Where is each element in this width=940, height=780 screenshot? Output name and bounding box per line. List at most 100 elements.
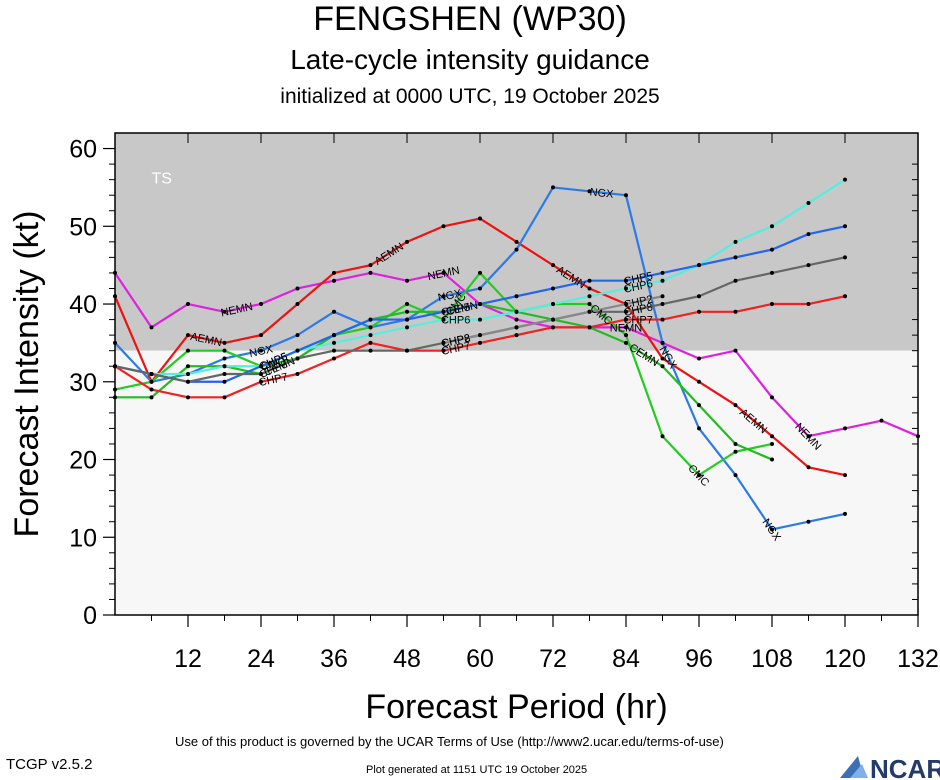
data-point-chp5	[624, 278, 628, 283]
chart-subtitle: Late-cycle intensity guidance	[290, 44, 650, 75]
series-label-nemn: NEMN	[610, 322, 642, 334]
x-tick-label: 60	[466, 645, 494, 673]
data-point-ngx	[806, 519, 811, 524]
generated-label: Plot generated at 1151 UTC 19 October 20…	[366, 764, 588, 776]
data-point-ngx	[441, 294, 446, 299]
data-point-chp8	[770, 270, 774, 275]
data-point-ngx	[843, 511, 847, 516]
x-tick-label: 12	[174, 645, 202, 673]
data-point-ngx	[332, 309, 336, 314]
data-point-nemn	[405, 278, 409, 283]
x-tick-label: 48	[393, 645, 421, 673]
series-label-chp7: CHP7	[623, 315, 652, 327]
data-point-cmc	[733, 449, 738, 454]
data-point-chp8	[259, 372, 263, 376]
data-point-chp7	[222, 395, 227, 400]
data-point-chp8	[660, 302, 665, 307]
y-tick-label: 40	[69, 291, 97, 319]
data-point-aemn	[441, 224, 446, 229]
logo-text: NCAR	[870, 754, 940, 780]
data-point-ngx	[587, 189, 592, 194]
x-tick-label: 84	[612, 645, 640, 673]
data-point-nemn	[843, 426, 847, 431]
data-point-chp7	[551, 325, 555, 330]
data-point-nemn	[441, 270, 446, 275]
series-label-chp5: CHP5	[440, 301, 471, 319]
data-point-cmc	[405, 302, 409, 307]
x-tick-label: 120	[824, 645, 866, 673]
data-point-chp7	[770, 302, 774, 307]
data-point-nemn	[368, 270, 373, 275]
data-point-chp5	[259, 364, 263, 369]
series-label-ngx: NGX	[248, 343, 274, 360]
terms-of-use: Use of this product is governed by the U…	[175, 734, 724, 749]
data-point-chp8	[624, 309, 628, 314]
data-point-cemn	[697, 403, 701, 408]
data-point-aemn	[222, 340, 227, 345]
version-label: TCGP v2.5.2	[6, 756, 93, 773]
data-point-chp5	[806, 232, 811, 237]
data-point-aemn	[843, 473, 847, 478]
data-point-aemn	[295, 302, 300, 307]
data-point-chp5	[332, 333, 336, 338]
series-label-chp8: CHP8	[440, 332, 471, 350]
data-point-chp7	[660, 317, 665, 322]
x-tick-label: 132	[897, 645, 939, 673]
chart-title: FENGSHEN (WP30)	[313, 0, 627, 38]
data-point-chp5	[770, 247, 774, 252]
data-point-chp5	[441, 309, 446, 314]
data-point-nemn	[624, 325, 628, 330]
data-point-nemn	[259, 302, 263, 307]
data-point-aemn	[368, 263, 373, 268]
data-point-nemn	[186, 302, 190, 307]
data-point-chp5	[733, 255, 738, 260]
data-point-chp7	[587, 325, 592, 330]
series-label-cmc: CMC	[260, 356, 287, 373]
data-point-chp8	[405, 348, 409, 353]
data-point-chp6	[660, 278, 665, 283]
y-tick-label: 30	[69, 369, 97, 397]
data-point-chp2	[514, 325, 519, 330]
data-point-cemn	[186, 364, 190, 369]
data-point-chp8	[733, 278, 738, 283]
data-point-chp6	[405, 325, 409, 330]
data-point-aemn	[514, 239, 519, 244]
data-point-chp5	[405, 317, 409, 322]
data-point-cemn	[624, 340, 628, 345]
data-point-chp5	[295, 348, 300, 353]
data-point-chp7	[295, 372, 300, 376]
data-point-cemn	[660, 364, 665, 369]
data-point-chp2	[551, 317, 555, 322]
data-point-aemn	[259, 333, 263, 338]
data-point-chp7	[697, 309, 701, 314]
data-point-aemn	[806, 465, 811, 470]
y-tick-label: 50	[69, 213, 97, 241]
series-label-ngx: NGX	[589, 186, 615, 201]
data-point-chp5	[587, 278, 592, 283]
data-point-ngx	[514, 247, 519, 252]
data-point-chp7	[843, 294, 847, 299]
data-point-chp8	[295, 356, 300, 361]
data-point-chp8	[149, 372, 154, 376]
data-point-aemn	[478, 216, 482, 221]
data-point-chp2	[478, 333, 482, 338]
data-point-cmc	[186, 348, 190, 353]
data-point-chp6	[186, 372, 190, 376]
data-point-ngx	[770, 527, 774, 532]
data-point-nemn	[697, 356, 701, 361]
y-tick-label: 60	[69, 136, 97, 164]
data-point-chp8	[843, 255, 847, 260]
data-point-ngx	[733, 473, 738, 478]
init-time: initialized at 0000 UTC, 19 October 2025	[280, 85, 660, 108]
data-point-chp8	[222, 372, 227, 376]
data-point-cmc	[368, 325, 373, 330]
data-point-cmc	[624, 333, 628, 338]
ncar-logo: NCAR	[840, 754, 940, 780]
data-point-nemn	[806, 434, 811, 439]
data-point-nemn	[514, 317, 519, 322]
series-label-chp6: CHP6	[623, 278, 654, 296]
data-point-chp5	[368, 317, 373, 322]
data-point-chp6	[441, 317, 446, 322]
data-point-nemn	[295, 286, 300, 291]
